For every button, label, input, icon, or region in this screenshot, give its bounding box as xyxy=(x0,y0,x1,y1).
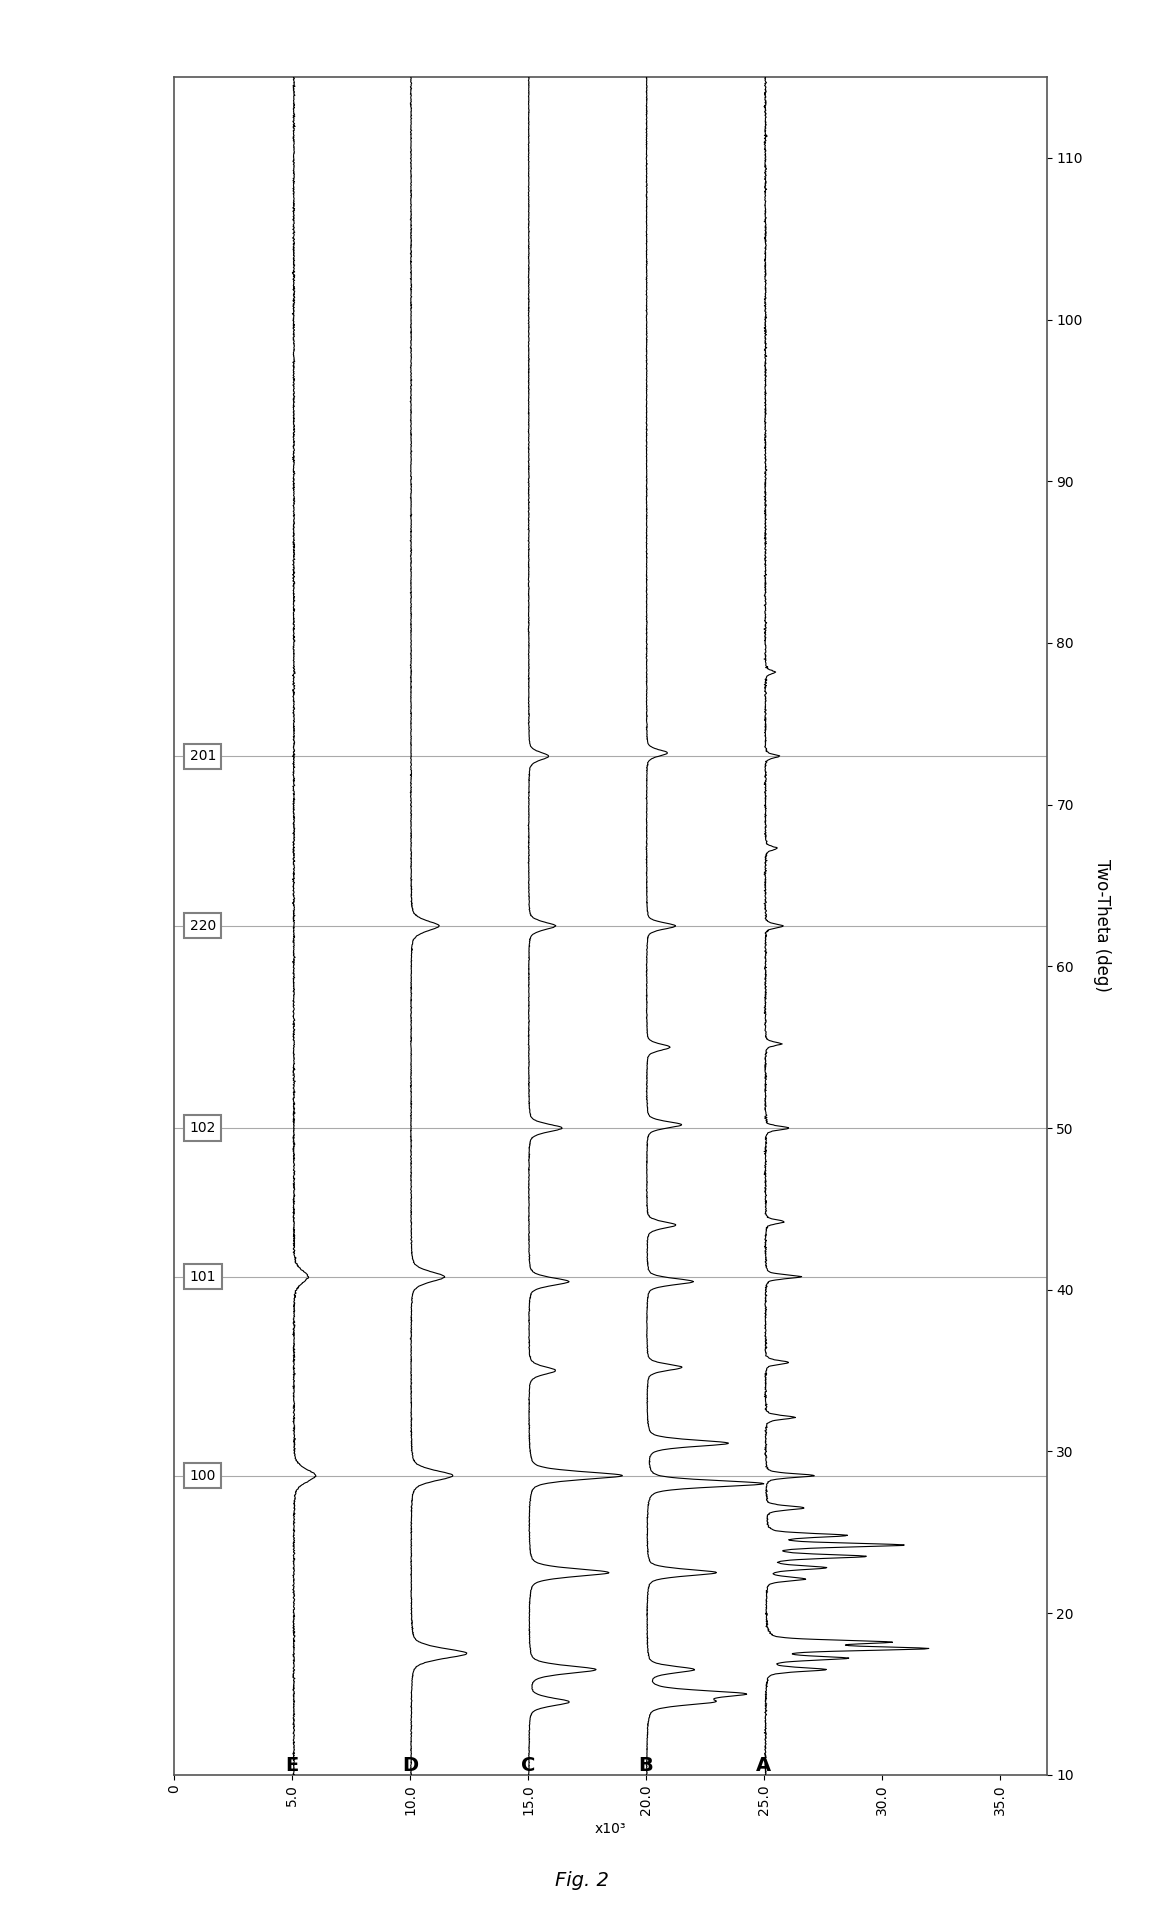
Text: C: C xyxy=(521,1755,535,1775)
Text: 101: 101 xyxy=(190,1269,216,1283)
Text: A: A xyxy=(756,1755,771,1775)
Text: D: D xyxy=(402,1755,419,1775)
Text: 102: 102 xyxy=(190,1121,216,1134)
Text: 100: 100 xyxy=(190,1468,216,1483)
Text: 220: 220 xyxy=(190,918,216,934)
Text: E: E xyxy=(286,1755,299,1775)
Text: Fig. 2: Fig. 2 xyxy=(555,1871,608,1890)
Text: 201: 201 xyxy=(190,748,216,764)
X-axis label: x10³: x10³ xyxy=(594,1823,627,1836)
Y-axis label: Two-Theta (deg): Two-Theta (deg) xyxy=(1093,860,1111,992)
Text: B: B xyxy=(638,1755,654,1775)
